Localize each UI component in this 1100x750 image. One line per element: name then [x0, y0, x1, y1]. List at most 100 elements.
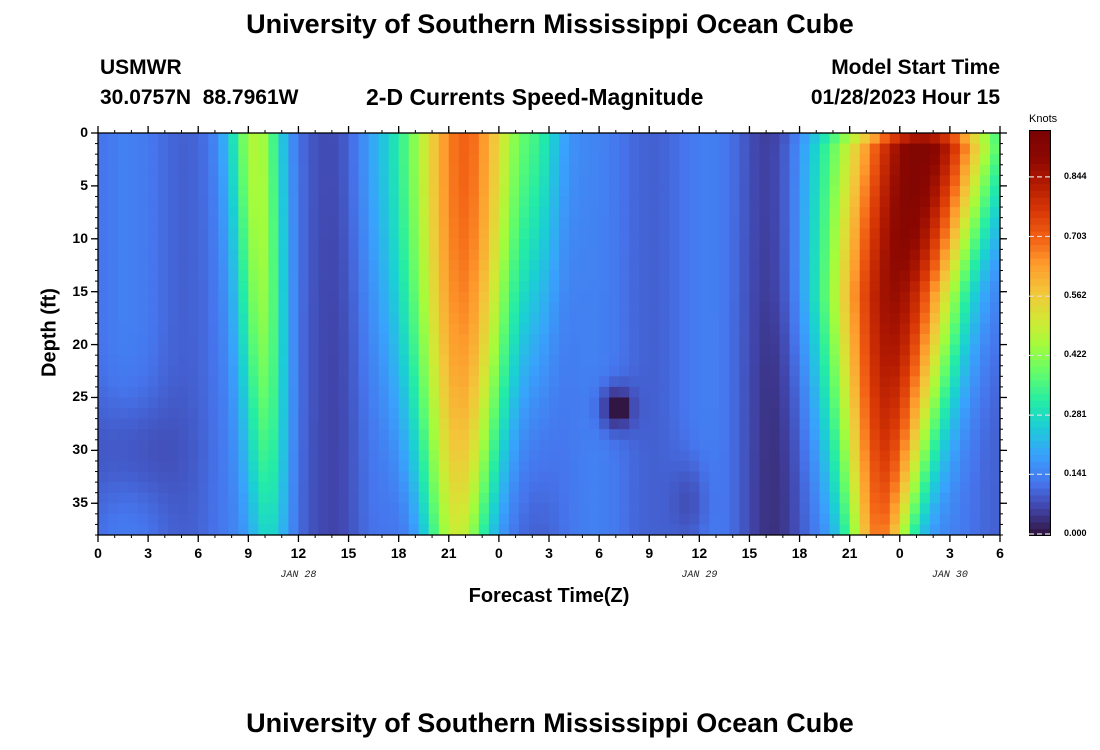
- heatmap-cell: [288, 196, 300, 208]
- heatmap-cell: [358, 133, 370, 145]
- heatmap-cell: [899, 513, 911, 526]
- heatmap-cell: [158, 207, 169, 219]
- heatmap-cell: [528, 471, 540, 483]
- heatmap-cell: [949, 429, 961, 441]
- heatmap-cell: [118, 513, 129, 526]
- heatmap-cell: [829, 397, 841, 409]
- heatmap-cell: [518, 397, 530, 409]
- heatmap-cell: [729, 450, 741, 462]
- heatmap-cell: [969, 249, 981, 261]
- heatmap-cell: [799, 386, 811, 399]
- heatmap-cell: [809, 503, 821, 515]
- colorbar-segment: [1029, 136, 1051, 145]
- heatmap-cell: [989, 312, 1000, 325]
- heatmap-cell: [559, 503, 570, 515]
- heatmap-cell: [278, 185, 290, 198]
- heatmap-cell: [508, 270, 520, 282]
- heatmap-cell: [899, 154, 911, 166]
- heatmap-cell: [649, 302, 660, 314]
- heatmap-cell: [468, 196, 480, 208]
- heatmap-cell: [218, 154, 229, 166]
- heatmap-cell: [448, 344, 460, 356]
- heatmap-cell: [829, 143, 841, 155]
- heatmap-cell: [528, 217, 540, 229]
- heatmap-cell: [498, 154, 510, 166]
- heatmap-cell: [669, 439, 680, 451]
- heatmap-cell: [318, 524, 330, 535]
- heatmap-cell: [508, 355, 520, 367]
- heatmap-cell: [338, 439, 350, 451]
- heatmap-cell: [388, 482, 400, 494]
- heatmap-cell: [248, 397, 259, 409]
- heatmap-cell: [428, 460, 440, 473]
- heatmap-cell: [719, 513, 730, 526]
- heatmap-cell: [298, 376, 310, 388]
- heatmap-cell: [488, 386, 500, 399]
- heatmap-cell: [549, 334, 560, 346]
- heatmap-cell: [769, 207, 781, 219]
- heatmap-cell: [468, 207, 480, 219]
- heatmap-cell: [819, 185, 831, 198]
- heatmap-cell: [919, 482, 931, 494]
- heatmap-cell: [148, 482, 159, 494]
- heatmap-cell: [178, 408, 189, 420]
- heatmap-cell: [679, 175, 690, 187]
- heatmap-cell: [839, 259, 851, 272]
- heatmap-cell: [609, 429, 620, 441]
- heatmap-cell: [128, 524, 139, 535]
- heatmap-cell: [98, 355, 109, 367]
- heatmap-cell: [188, 429, 199, 441]
- heatmap-cell: [859, 365, 871, 377]
- heatmap-cell: [138, 185, 149, 198]
- heatmap-cell: [328, 270, 340, 282]
- heatmap-cell: [559, 312, 570, 325]
- heatmap-cell: [468, 397, 480, 409]
- heatmap-cell: [549, 291, 560, 303]
- heatmap-cell: [969, 217, 981, 229]
- station-name: USMWR: [100, 56, 182, 79]
- heatmap-cell: [819, 344, 831, 356]
- heatmap-cell: [859, 175, 871, 187]
- heatmap-cell: [118, 323, 129, 335]
- heatmap-cell: [398, 503, 410, 515]
- heatmap-cell: [959, 386, 971, 399]
- heatmap-cell: [328, 259, 340, 272]
- heatmap-cell: [979, 439, 991, 451]
- heatmap-cell: [448, 207, 460, 219]
- heatmap-cell: [138, 143, 149, 155]
- heatmap-cell: [328, 471, 340, 483]
- heatmap-cell: [969, 164, 981, 176]
- heatmap-cell: [729, 418, 741, 430]
- heatmap-cell: [699, 460, 710, 473]
- heatmap-cell: [318, 196, 330, 208]
- heatmap-cell: [789, 143, 801, 155]
- heatmap-cell: [849, 323, 861, 335]
- heatmap-cell: [899, 524, 911, 535]
- colorbar-segment: [1029, 319, 1051, 327]
- heatmap-cell: [609, 334, 620, 346]
- heatmap-cell: [929, 365, 941, 377]
- heatmap-cell: [719, 429, 730, 441]
- heatmap-cell: [619, 259, 630, 272]
- heatmap-cell: [679, 249, 690, 261]
- heatmap-cell: [188, 238, 199, 250]
- heatmap-cell: [679, 312, 690, 325]
- heatmap-cell: [669, 524, 680, 535]
- heatmap-cell: [518, 482, 530, 494]
- x-tick-label: 18: [791, 545, 808, 561]
- heatmap-cell: [198, 270, 209, 282]
- heatmap-cell: [839, 270, 851, 282]
- heatmap-cell: [989, 503, 1000, 515]
- heatmap-cell: [899, 312, 911, 325]
- heatmap-cell: [98, 164, 109, 176]
- heatmap-cell: [508, 482, 520, 494]
- heatmap-cell: [799, 133, 811, 145]
- heatmap-cell: [468, 143, 480, 155]
- heatmap-cell: [388, 207, 400, 219]
- heatmap-cell: [178, 238, 189, 250]
- heatmap-cell: [969, 524, 981, 535]
- heatmap-cell: [739, 344, 751, 356]
- heatmap-cell: [749, 482, 761, 494]
- heatmap-cell: [158, 376, 169, 388]
- heatmap-cell: [879, 154, 891, 166]
